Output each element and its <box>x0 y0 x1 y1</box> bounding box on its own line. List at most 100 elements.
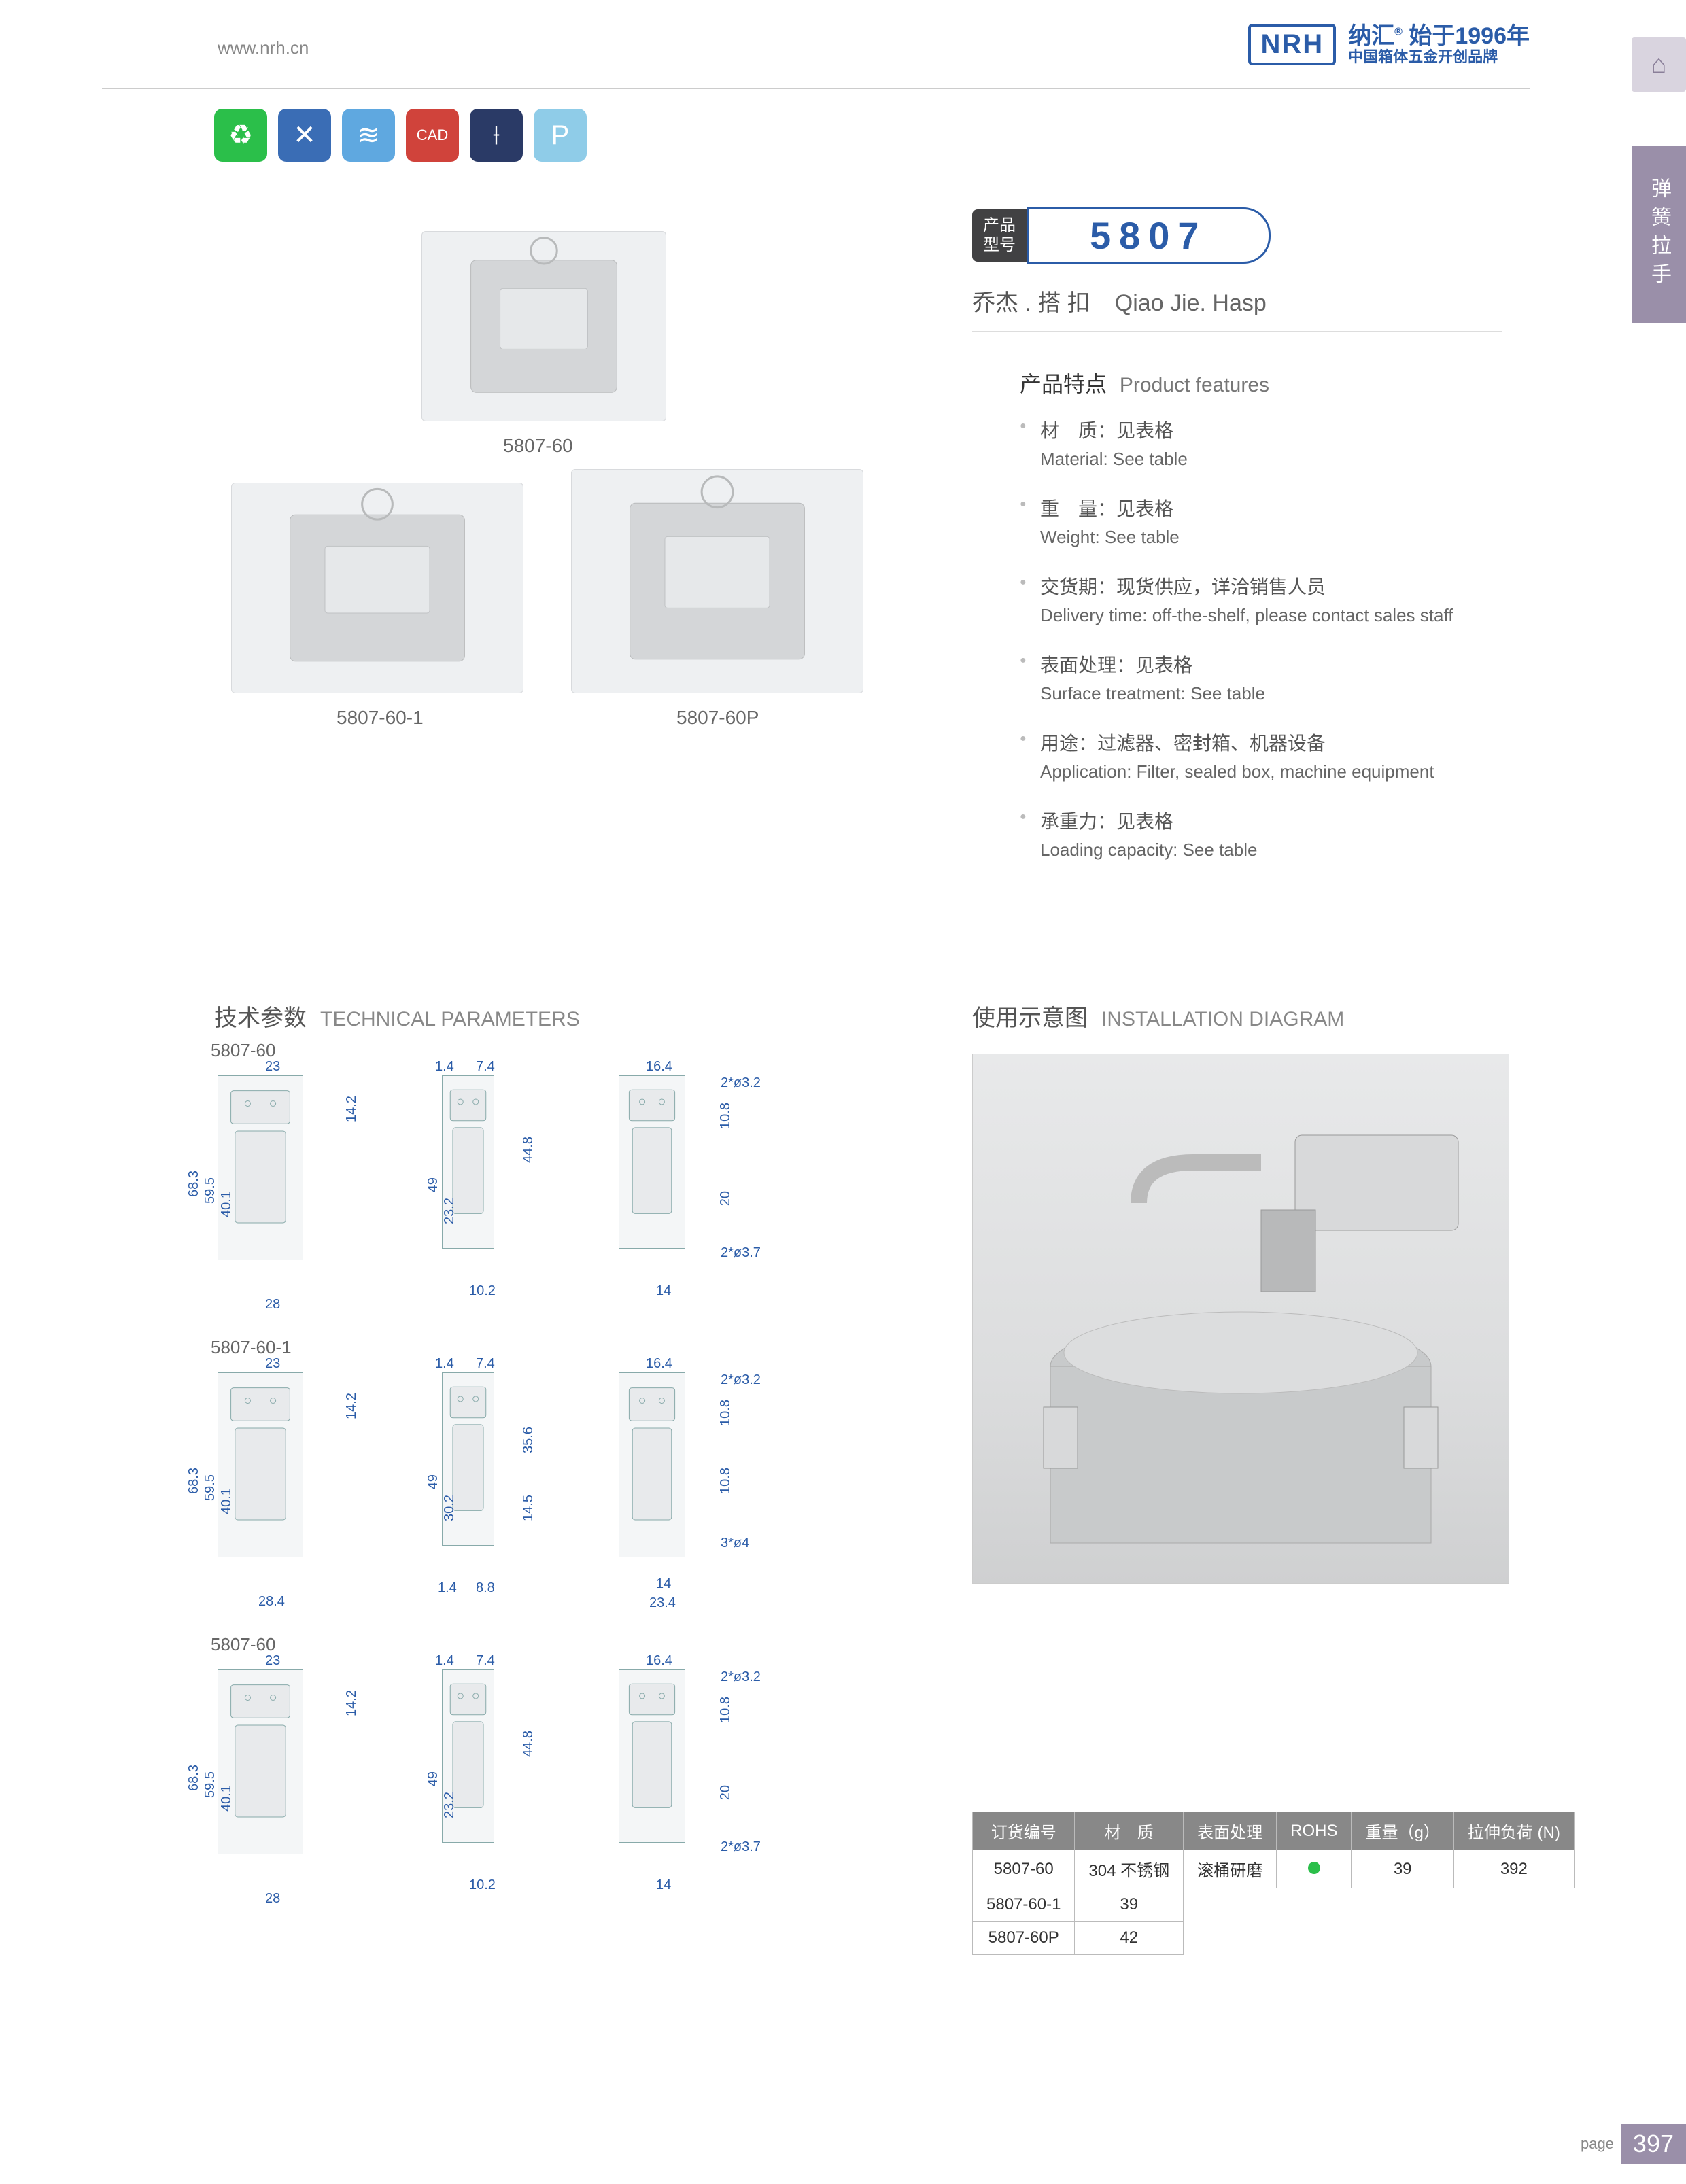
logo-mark: NRH <box>1248 24 1336 65</box>
dimension: 49 <box>426 1177 441 1192</box>
dimension: 40.1 <box>219 1785 235 1812</box>
dimension: 14 <box>656 1576 671 1592</box>
drawing-view: 16.42*ø3.210.8202*ø3.714 <box>598 1659 748 1904</box>
model-number: 5807 <box>1027 207 1271 264</box>
dimension: 28 <box>265 1891 280 1907</box>
drawing-view: 1.47.44930.235.614.51.48.8 <box>422 1362 551 1607</box>
dimension: 59.5 <box>203 1177 218 1204</box>
eco-icon: ♻ <box>214 109 267 162</box>
table-header: 表面处理 <box>1184 1812 1277 1850</box>
dimension: 7.4 <box>476 1059 495 1075</box>
dimension: 2*ø3.7 <box>721 1839 761 1855</box>
product-label: 5807-60 <box>503 435 573 457</box>
dimension: 2*ø3.2 <box>721 1075 761 1091</box>
dimension: 23.2 <box>442 1792 458 1818</box>
product-image <box>422 231 666 421</box>
table-header: 拉伸负荷 (N) <box>1453 1812 1574 1850</box>
drawing-view: 1.47.44923.244.810.2 <box>422 1065 551 1310</box>
model-block: 产品 型号 5807 乔杰 . 搭 扣Qiao Jie. Hasp <box>972 207 1502 332</box>
top-bar: www.nrh.cn NRH 纳汇® 始于1996年 中国箱体五金开创品牌 <box>0 24 1686 78</box>
dimension: 23 <box>265 1356 280 1372</box>
product-image <box>571 469 863 693</box>
dimension: 68.3 <box>186 1171 202 1197</box>
feature-item: 重 量：见表格Weight: See table <box>1020 494 1536 548</box>
dimension: 8.8 <box>476 1580 495 1596</box>
table-row: 5807-60-139 <box>973 1888 1575 1922</box>
dimension: 35.6 <box>521 1427 536 1453</box>
dimension: 23.4 <box>649 1595 676 1611</box>
installation-image <box>972 1054 1509 1584</box>
table-row: 5807-60304 不锈钢滚桶研磨39392 <box>973 1850 1575 1888</box>
dimension: 23 <box>265 1059 280 1075</box>
feature-item: 表面处理：见表格Surface treatment: See table <box>1020 651 1536 704</box>
cad-icon: CAD <box>406 109 459 162</box>
product-subtitle: 乔杰 . 搭 扣Qiao Jie. Hasp <box>972 284 1502 317</box>
table-row: 5807-60P42 <box>973 1922 1575 1955</box>
dimension: 16.4 <box>646 1059 672 1075</box>
product-label: 5807-60P <box>676 707 759 729</box>
dimension: 68.3 <box>186 1468 202 1494</box>
table-header: 订货编号 <box>973 1812 1075 1850</box>
drawing-label: 5807-60 <box>211 1040 911 1061</box>
drawing-view: 2314.268.359.540.128.4 <box>197 1362 374 1620</box>
spec-table: 订货编号材 质表面处理ROHS重量（g）拉伸负荷 (N)5807-60304 不… <box>972 1812 1575 1955</box>
drawing-view: 1.47.44923.244.810.2 <box>422 1659 551 1904</box>
table-header: ROHS <box>1277 1812 1352 1850</box>
dimension: 14 <box>656 1877 671 1893</box>
dimension: 59.5 <box>203 1474 218 1501</box>
dimension: 28 <box>265 1297 280 1313</box>
dimension: 49 <box>426 1771 441 1786</box>
page-number: page 397 <box>1581 2124 1686 2164</box>
dimension: 10.2 <box>469 1283 496 1299</box>
dimension: 14.2 <box>344 1690 360 1716</box>
dimension: 30.2 <box>442 1495 458 1521</box>
dimension: 14.2 <box>344 1393 360 1419</box>
dimension: 1.4 <box>435 1059 454 1075</box>
dimension: 3*ø4 <box>721 1536 749 1551</box>
product-images: 5807-60 5807-60-1 5807-60P <box>177 218 925 897</box>
dimension: 10.8 <box>718 1468 734 1494</box>
drawing-view: 16.42*ø3.210.8202*ø3.714 <box>598 1065 748 1310</box>
dimension: 10.8 <box>718 1400 734 1426</box>
divider <box>102 88 1530 89</box>
dimension: 7.4 <box>476 1356 495 1372</box>
dimension: 16.4 <box>646 1653 672 1669</box>
drawing-view: 2314.268.359.540.128 <box>197 1659 374 1918</box>
drawing-view: 16.42*ø3.210.810.83*ø41423.4 <box>598 1362 748 1620</box>
dimension: 14.2 <box>344 1096 360 1122</box>
logo-founded: 始于1996年 <box>1409 23 1530 49</box>
feature-item: 用途：过滤器、密封箱、机器设备Application: Filter, seal… <box>1020 729 1536 782</box>
dimension: 23.2 <box>442 1198 458 1224</box>
dimension: 40.1 <box>219 1488 235 1514</box>
dimension: 2*ø3.2 <box>721 1372 761 1388</box>
product-image <box>231 483 523 693</box>
site-url: www.nrh.cn <box>218 37 309 58</box>
drawing-group: 5807-602314.268.359.540.1281.47.44923.24… <box>197 1040 911 1323</box>
dimension: 14 <box>656 1283 671 1299</box>
dimension: 14.5 <box>521 1495 536 1521</box>
dimension: 2*ø3.2 <box>721 1669 761 1685</box>
side-icon: ⌂ <box>1632 37 1686 92</box>
dimension: 20 <box>718 1785 734 1800</box>
feature-item: 承重力：见表格Loading capacity: See table <box>1020 807 1536 861</box>
p-icon: P <box>534 109 587 162</box>
dimension: 1.4 <box>435 1653 454 1669</box>
icon-row: ♻✕≋CAD⟊P <box>214 109 587 162</box>
dimension: 44.8 <box>521 1137 536 1163</box>
dimension: 40.1 <box>219 1191 235 1217</box>
model-tag-label: 产品 型号 <box>972 209 1027 262</box>
dimension: 1.4 <box>435 1356 454 1372</box>
screw-icon: ⟊ <box>470 109 523 162</box>
drawing-group: 5807-602314.268.359.540.1281.47.44923.24… <box>197 1634 911 1918</box>
dimension: 2*ø3.7 <box>721 1245 761 1261</box>
dimension: 10.2 <box>469 1877 496 1893</box>
tools-icon: ✕ <box>278 109 331 162</box>
dimension: 7.4 <box>476 1653 495 1669</box>
dimension: 68.3 <box>186 1765 202 1791</box>
features: 产品特点 Product features 材 质：见表格Material: S… <box>1020 367 1536 885</box>
product-label: 5807-60-1 <box>337 707 424 729</box>
logo: NRH 纳汇® 始于1996年 中国箱体五金开创品牌 <box>1248 24 1530 66</box>
table-header: 重量（g） <box>1352 1812 1453 1850</box>
drawings: 5807-602314.268.359.540.1281.47.44923.24… <box>197 1040 911 1931</box>
logo-cn: 纳汇 <box>1348 23 1394 49</box>
